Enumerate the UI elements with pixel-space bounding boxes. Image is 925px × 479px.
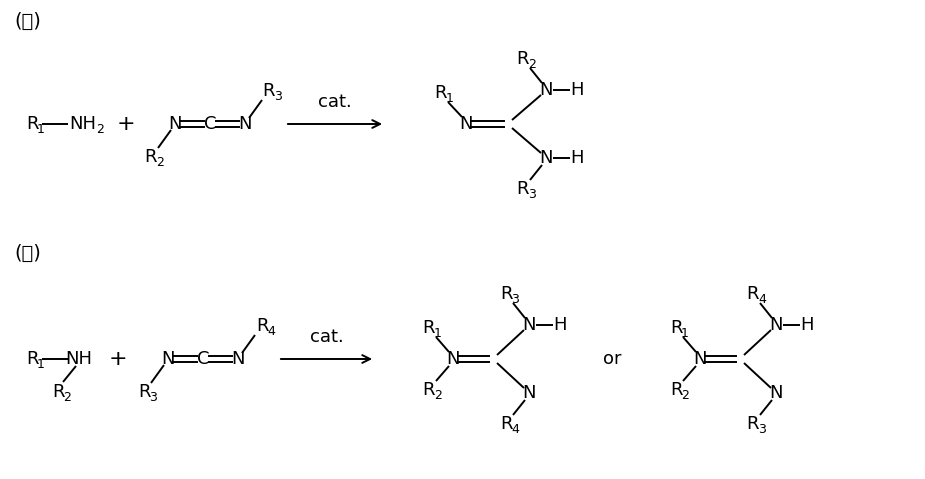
- Text: (나): (나): [14, 244, 41, 263]
- Text: N: N: [770, 384, 783, 402]
- Text: NH: NH: [69, 115, 96, 133]
- Text: N: N: [693, 350, 707, 368]
- Text: H: H: [800, 316, 814, 334]
- Text: cat.: cat.: [318, 93, 352, 111]
- Text: N: N: [770, 316, 783, 334]
- Text: H: H: [570, 149, 584, 167]
- Text: R: R: [26, 350, 38, 368]
- Text: 4: 4: [267, 325, 275, 338]
- Text: N: N: [161, 350, 175, 368]
- Text: R: R: [517, 50, 529, 68]
- Text: 4: 4: [511, 423, 519, 436]
- Text: 2: 2: [681, 389, 689, 402]
- Text: N: N: [459, 115, 473, 133]
- Text: N: N: [523, 316, 536, 334]
- Text: 3: 3: [758, 423, 766, 436]
- Text: 3: 3: [149, 391, 157, 404]
- Text: 1: 1: [446, 92, 454, 105]
- Text: R: R: [517, 180, 529, 198]
- Text: 2: 2: [156, 156, 164, 169]
- Text: R: R: [423, 319, 436, 337]
- Text: R: R: [500, 415, 512, 433]
- Text: C: C: [197, 350, 209, 368]
- Text: 1: 1: [681, 327, 689, 340]
- Text: N: N: [539, 149, 553, 167]
- Text: R: R: [435, 84, 448, 102]
- Text: (가): (가): [14, 12, 41, 31]
- Text: R: R: [500, 285, 512, 303]
- Text: 2: 2: [63, 391, 71, 404]
- Text: 2: 2: [528, 58, 536, 71]
- Text: R: R: [144, 148, 157, 166]
- Text: N: N: [239, 115, 252, 133]
- Text: 3: 3: [528, 188, 536, 201]
- Text: 1: 1: [37, 358, 44, 371]
- Text: 3: 3: [274, 90, 282, 103]
- Text: H: H: [570, 81, 584, 99]
- Text: +: +: [117, 114, 135, 134]
- Text: 3: 3: [511, 293, 519, 306]
- Text: N: N: [539, 81, 553, 99]
- Text: 1: 1: [434, 327, 442, 340]
- Text: 1: 1: [37, 123, 44, 136]
- Text: R: R: [263, 82, 276, 100]
- Text: NH: NH: [66, 350, 92, 368]
- Text: 4: 4: [758, 293, 766, 306]
- Text: R: R: [670, 381, 683, 399]
- Text: N: N: [168, 115, 181, 133]
- Text: R: R: [746, 285, 759, 303]
- Text: +: +: [109, 349, 128, 369]
- Text: R: R: [26, 115, 38, 133]
- Text: R: R: [255, 317, 268, 335]
- Text: N: N: [231, 350, 245, 368]
- Text: cat.: cat.: [310, 328, 343, 346]
- Text: R: R: [746, 415, 759, 433]
- Text: or: or: [603, 350, 622, 368]
- Text: N: N: [446, 350, 460, 368]
- Text: 2: 2: [96, 123, 104, 136]
- Text: 2: 2: [434, 389, 442, 402]
- Text: C: C: [204, 115, 216, 133]
- Text: R: R: [52, 383, 64, 401]
- Text: H: H: [553, 316, 567, 334]
- Text: R: R: [138, 383, 150, 401]
- Text: R: R: [670, 319, 683, 337]
- Text: N: N: [523, 384, 536, 402]
- Text: R: R: [423, 381, 436, 399]
